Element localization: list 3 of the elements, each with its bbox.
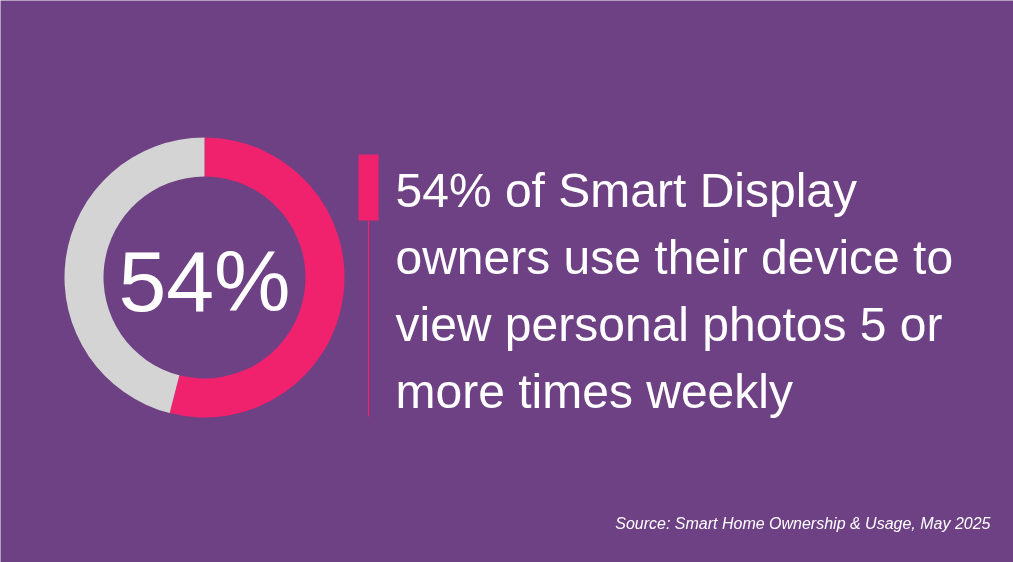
source-note: Source: Smart Home Ownership & Usage, May 2025: [615, 515, 991, 532]
text: 54%: [118, 232, 291, 329]
text: 54% of Smart Display owners use their device to view personal photos 5 or more times weekly: [395, 163, 954, 419]
